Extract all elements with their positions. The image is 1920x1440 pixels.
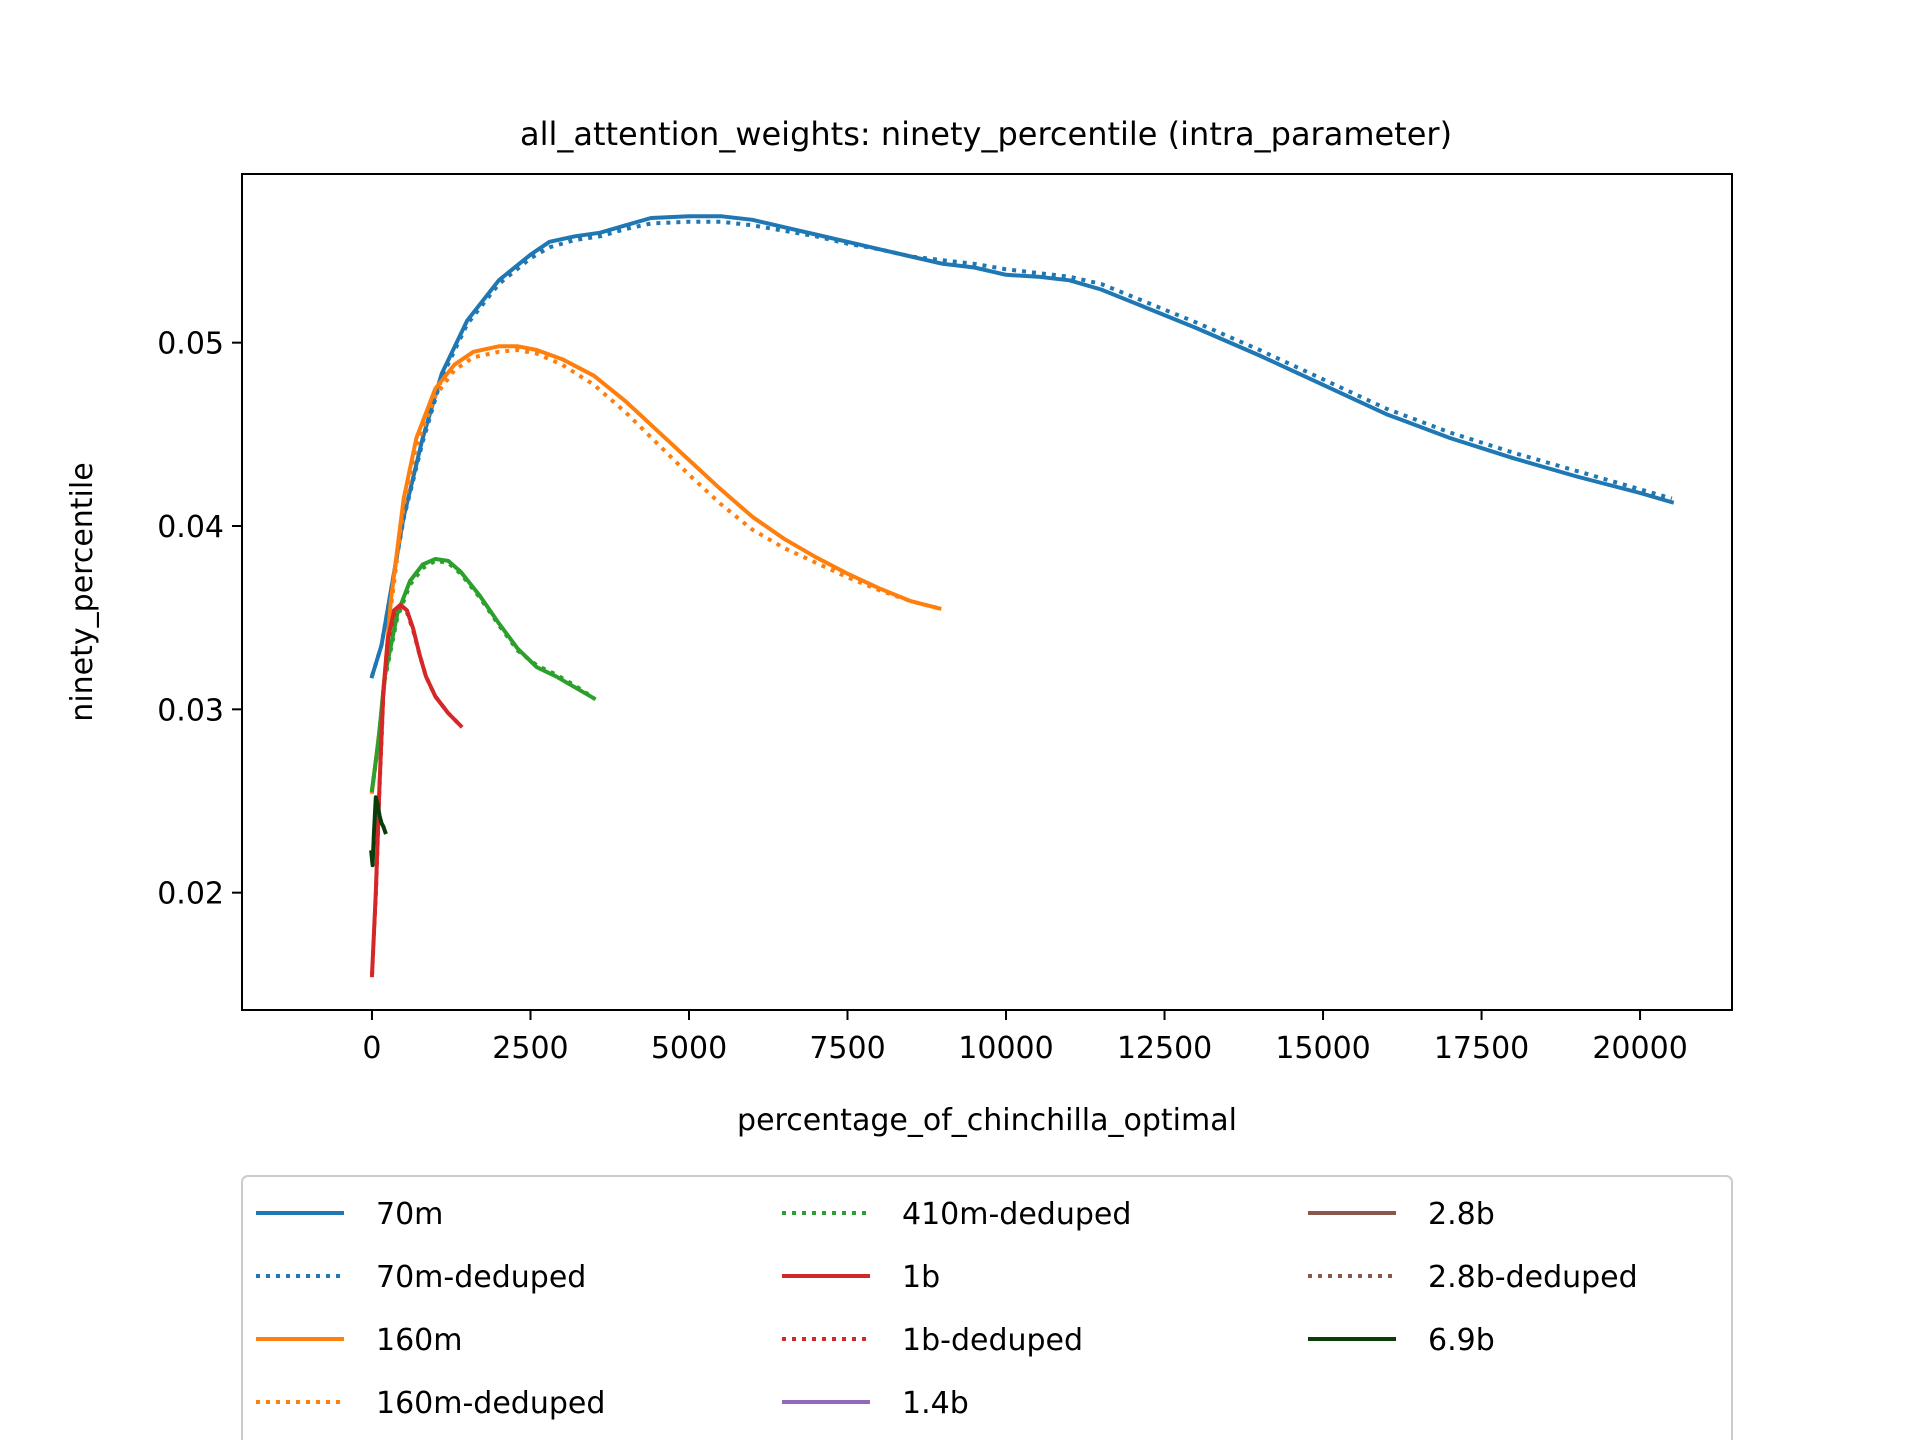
series-line-1b xyxy=(369,602,464,978)
x-tick-label: 2500 xyxy=(492,1031,568,1066)
legend: 70m70m-deduped160m160m-deduped410m410m-d… xyxy=(256,1197,1638,1421)
y-axis-label: ninety_percentile xyxy=(65,462,100,721)
y-tick-label: 0.02 xyxy=(157,877,224,912)
legend-label-1b-deduped: 1b-deduped xyxy=(902,1323,1083,1358)
legend-label-6.9b: 6.9b xyxy=(1428,1323,1495,1358)
y-tick-label: 0.04 xyxy=(157,510,224,545)
legend-label-2.8b-deduped: 2.8b-deduped xyxy=(1428,1260,1638,1295)
y-tick-label: 0.03 xyxy=(157,693,224,728)
series-line-410m xyxy=(369,557,597,793)
legend-label-2.8b: 2.8b xyxy=(1428,1197,1495,1232)
series-line-70m-deduped xyxy=(370,219,1673,677)
plot-frame xyxy=(241,173,1733,1011)
x-tick-label: 5000 xyxy=(651,1031,727,1066)
legend-label-70m-deduped: 70m-deduped xyxy=(376,1260,586,1295)
series-line-160m xyxy=(369,344,942,795)
y-tick-label: 0.05 xyxy=(157,327,224,362)
legend-label-1.4b: 1.4b xyxy=(902,1386,969,1421)
legend-label-1b: 1b xyxy=(902,1260,940,1295)
series-line-6.9b xyxy=(369,795,388,868)
x-tick-label: 7500 xyxy=(809,1031,885,1066)
legend-label-70m: 70m xyxy=(376,1197,443,1232)
x-tick-label: 10000 xyxy=(958,1031,1053,1066)
x-tick-label: 12500 xyxy=(1117,1031,1212,1066)
chart-title: all_attention_weights: ninety_percentile… xyxy=(520,115,1452,153)
x-tick-label: 15000 xyxy=(1275,1031,1370,1066)
x-tick-label: 17500 xyxy=(1434,1031,1529,1066)
y-axis: 0.02 0.03 0.04 0.05 xyxy=(157,327,242,912)
legend-label-160m: 160m xyxy=(376,1323,462,1358)
series-line-410m-deduped xyxy=(370,558,596,791)
series-line-70m xyxy=(369,214,1675,679)
legend-label-160m-deduped: 160m-deduped xyxy=(376,1386,605,1421)
legend-box xyxy=(241,1175,1733,1440)
x-axis-label: percentage_of_chinchilla_optimal xyxy=(737,1103,1237,1138)
x-axis: 0 2500 5000 7500 10000 12500 15000 17500 20000 xyxy=(362,1010,1688,1066)
x-tick-label: 20000 xyxy=(1592,1031,1687,1066)
x-tick-label: 0 xyxy=(362,1031,381,1066)
plot-series xyxy=(369,214,1675,978)
legend-label-410m-deduped: 410m-deduped xyxy=(902,1197,1131,1232)
